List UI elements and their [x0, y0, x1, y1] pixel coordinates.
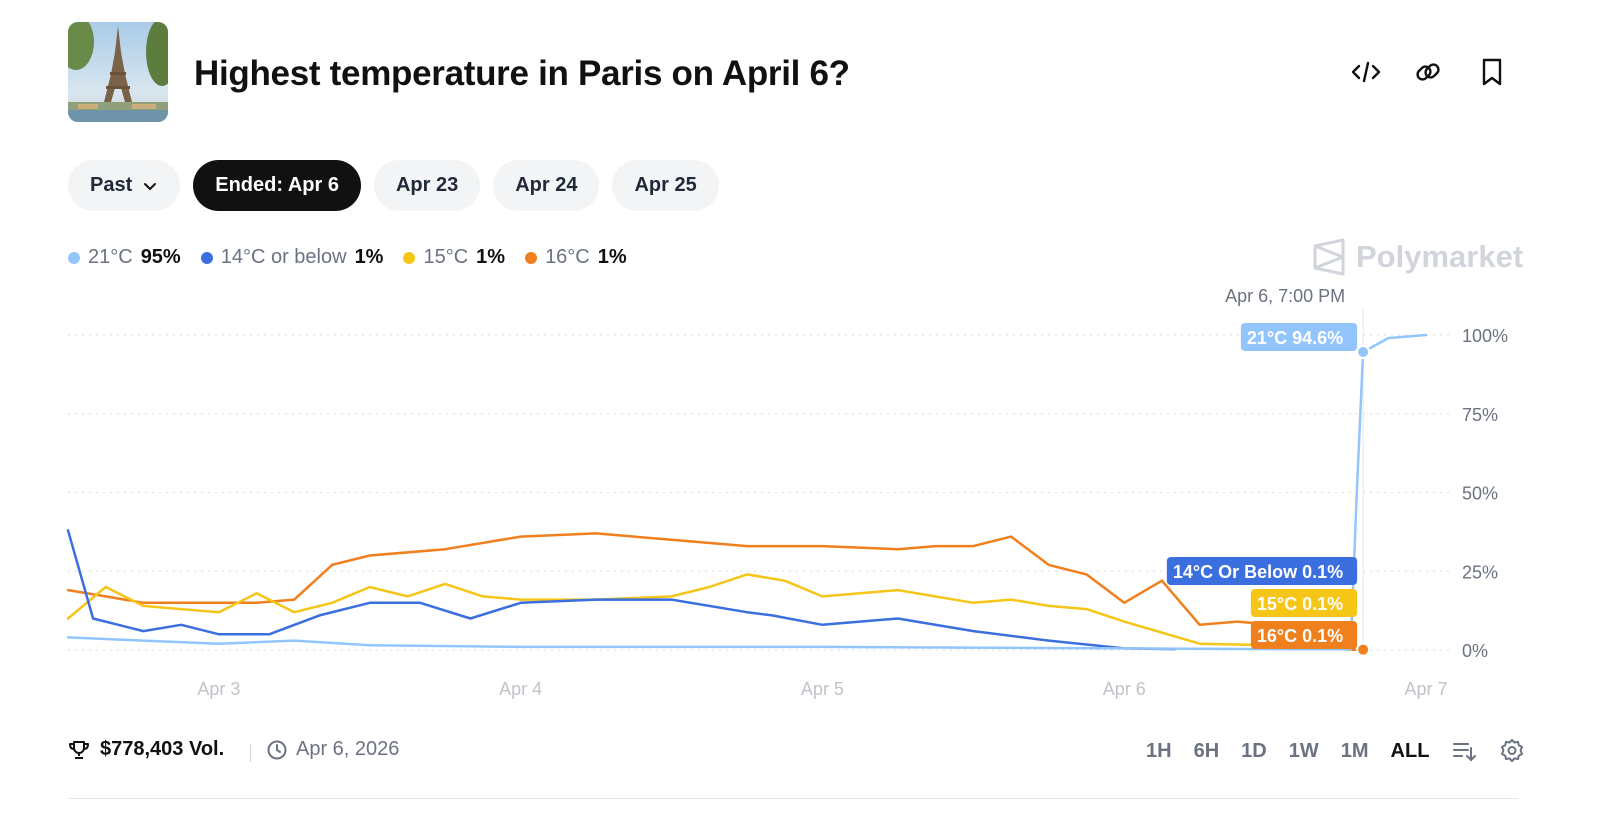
- y-tick-label: 25%: [1462, 562, 1498, 582]
- y-tick-label: 0%: [1462, 641, 1488, 661]
- legend-value: 1%: [597, 246, 627, 268]
- volume: $778,403 Vol.: [68, 738, 224, 761]
- range-all[interactable]: ALL: [1390, 739, 1430, 762]
- tooltip-text: 21°C 94.6%: [1247, 328, 1343, 348]
- x-tick-label: Apr 4: [499, 679, 542, 699]
- hover-point-21c: [1356, 345, 1371, 360]
- legend-dot: [525, 251, 538, 264]
- chart-footer: $778,403 Vol. Apr 6, 2026 1H 6H 1D 1W 1M…: [68, 738, 1599, 768]
- divider: [250, 744, 251, 762]
- page-title: Highest temperature in Paris on April 6?: [194, 54, 850, 93]
- x-tick-label: Apr 7: [1404, 679, 1447, 699]
- tab-apr-24[interactable]: Apr 24: [493, 160, 600, 211]
- series-line-2: [66, 573, 1352, 651]
- y-tick-label: 50%: [1462, 484, 1498, 504]
- legend-item-14c-or-below: 14°C or below 1%: [200, 246, 384, 269]
- legend-dot: [403, 251, 416, 264]
- tooltip-text: 16°C 0.1%: [1257, 626, 1343, 646]
- tooltip-2: 15°C 0.1%: [1250, 589, 1358, 617]
- series-line-0: [66, 333, 1428, 651]
- hover-timestamp: Apr 6, 7:00 PM: [1225, 286, 1345, 306]
- link-icon[interactable]: [1412, 56, 1444, 88]
- tab-past[interactable]: Past: [68, 160, 181, 211]
- bottom-divider: [68, 798, 1518, 799]
- hover-point-16c: [1356, 642, 1371, 657]
- tab-apr-25[interactable]: Apr 25: [612, 160, 719, 211]
- polymarket-logo-icon: [1313, 238, 1345, 276]
- clock-icon: [267, 740, 287, 759]
- date-tabs: Past Ended: Apr 6 Apr 23 Apr 24 Apr 25: [68, 160, 719, 211]
- trophy-icon: [69, 740, 89, 759]
- settings-gear-icon[interactable]: [1499, 738, 1525, 764]
- brand-name: Polymarket: [1356, 239, 1524, 274]
- end-date-value: Apr 6, 2026: [296, 738, 400, 760]
- x-tick-label: Apr 6: [1103, 679, 1146, 699]
- tab-label: Ended: Apr 6: [215, 174, 339, 196]
- range-1w[interactable]: 1W: [1288, 739, 1319, 762]
- y-tick-label: 75%: [1462, 405, 1498, 425]
- legend-name: 16°C: [545, 246, 590, 268]
- sort-list-icon[interactable]: [1451, 738, 1477, 764]
- range-6h[interactable]: 6H: [1193, 739, 1220, 762]
- range-1d[interactable]: 1D: [1241, 739, 1267, 762]
- legend-item-16c: 16°C 1%: [525, 246, 627, 269]
- range-1m[interactable]: 1M: [1340, 739, 1369, 762]
- tab-label: Apr 25: [634, 174, 697, 196]
- tooltip-3: 16°C 0.1%: [1250, 621, 1358, 649]
- legend-value: 1%: [354, 246, 384, 268]
- tooltip-text: 15°C 0.1%: [1257, 594, 1343, 614]
- tab-label: Past: [90, 174, 133, 196]
- series-line-3: [66, 532, 1365, 651]
- chevron-down-icon: [144, 182, 157, 190]
- chart-legend: 21°C 95% 14°C or below 1% 15°C 1% 16°C 1…: [68, 246, 627, 269]
- tab-apr-23[interactable]: Apr 23: [373, 160, 481, 211]
- polymarket-watermark: Polymarket: [1312, 238, 1523, 276]
- end-date: Apr 6, 2026: [266, 738, 399, 761]
- price-history-chart[interactable]: 0% 25% 50% 75% 100% Apr 3 Apr 4 Apr 5 Apr 6 Apr 7…: [0, 280, 1599, 720]
- legend-name: 21°C: [88, 246, 133, 268]
- tooltip-bg: [1250, 589, 1358, 617]
- legend-name: 15°C: [423, 246, 469, 268]
- legend-item-15c: 15°C 1%: [403, 246, 505, 269]
- legend-dot: [68, 251, 80, 264]
- embed-code-icon[interactable]: [1350, 56, 1382, 88]
- bookmark-icon[interactable]: [1476, 56, 1508, 88]
- tooltip-bg: [1240, 323, 1358, 351]
- tab-label: Apr 24: [515, 174, 578, 196]
- tooltip-text: 14°C Or Below 0.1%: [1173, 562, 1343, 582]
- tooltip-bg: [1250, 621, 1358, 649]
- tooltip-0: 21°C 94.6%: [1240, 323, 1358, 351]
- range-1h[interactable]: 1H: [1146, 739, 1172, 762]
- legend-value: 95%: [140, 246, 181, 268]
- tab-ended-apr-6[interactable]: Ended: Apr 6: [193, 160, 361, 211]
- market-thumbnail: [68, 22, 168, 122]
- tooltip-bg: [1166, 557, 1358, 585]
- tooltip-1: 14°C Or Below 0.1%: [1166, 557, 1358, 585]
- series-line-1: [66, 529, 1176, 651]
- legend-dot: [200, 251, 213, 264]
- y-tick-label: 100%: [1462, 326, 1508, 346]
- legend-value: 1%: [476, 246, 506, 268]
- x-tick-label: Apr 3: [197, 679, 240, 699]
- x-tick-label: Apr 5: [801, 679, 844, 699]
- time-range-selector: 1H 6H 1D 1W 1M ALL: [1146, 738, 1525, 764]
- legend-item-21c: 21°C 95%: [68, 246, 181, 269]
- volume-value: $778,403 Vol.: [100, 738, 225, 760]
- tab-label: Apr 23: [395, 174, 459, 196]
- legend-name: 14°C or below: [220, 246, 347, 268]
